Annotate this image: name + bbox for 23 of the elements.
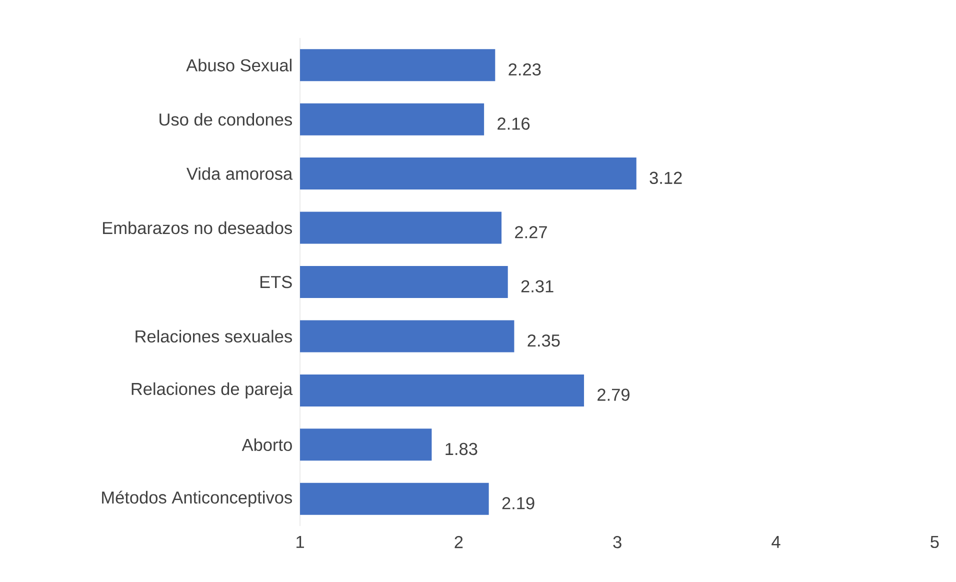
data-label: 2.79	[598, 388, 630, 401]
y-tick-label: Vida amorosa	[186, 167, 293, 180]
y-tick-label: Uso de condones	[160, 112, 292, 126]
data-label: 2.19	[502, 497, 534, 510]
x-tick-label: 5	[930, 536, 939, 548]
x-tick-label: 2	[454, 536, 463, 548]
x-tick-label: 3	[613, 536, 622, 548]
data-label: 2.27	[515, 226, 547, 238]
data-label: 1.83	[446, 442, 478, 456]
x-tick-label: 1	[296, 536, 304, 548]
data-label: 2.31	[521, 280, 554, 292]
y-tick-label: Relaciones sexuales	[136, 330, 292, 343]
data-label: 2.16	[498, 118, 530, 130]
y-tick-label: Abuso Sexual	[186, 58, 292, 72]
data-label: 2.35	[528, 334, 560, 347]
y-tick-label: ETS	[260, 276, 292, 288]
x-tick-label: 4	[772, 536, 780, 548]
y-tick-label: Aborto	[242, 438, 292, 452]
data-label: 3.12	[650, 172, 682, 184]
data-label: 2.23	[508, 63, 541, 76]
y-tick-label: Embarazos no deseados	[103, 221, 292, 234]
y-tick-label: Métodos Anticonceptivos	[102, 490, 292, 508]
y-tick-label: Relaciones de pareja	[132, 382, 293, 398]
